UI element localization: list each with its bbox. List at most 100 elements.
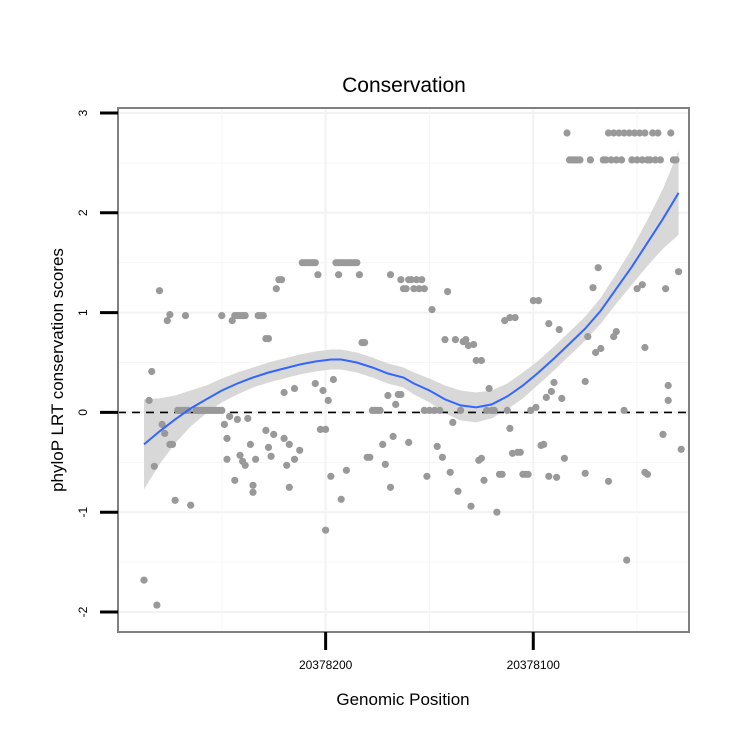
data-point	[664, 381, 672, 390]
data-point	[415, 285, 423, 293]
data-point	[503, 406, 511, 414]
data-point	[545, 320, 553, 328]
data-point	[361, 339, 369, 347]
data-point	[322, 425, 330, 433]
data-point	[438, 453, 446, 461]
x-tick-label: 20378200	[299, 658, 353, 672]
data-point	[423, 472, 431, 480]
data-point	[584, 333, 592, 341]
data-point	[158, 420, 166, 428]
smooth-line	[143, 192, 680, 446]
data-point	[218, 406, 226, 414]
data-point	[633, 285, 641, 293]
data-point	[444, 288, 452, 296]
data-point	[241, 461, 249, 469]
data-point	[319, 386, 327, 395]
data-point	[355, 271, 363, 279]
data-point	[420, 285, 428, 293]
data-point	[376, 406, 384, 414]
data-point	[272, 285, 280, 293]
data-point	[311, 259, 319, 267]
data-points	[140, 129, 685, 609]
data-point	[457, 406, 465, 414]
data-point	[612, 328, 620, 336]
x-tick-label: 20378100	[507, 658, 561, 672]
data-point	[615, 129, 623, 137]
data-point	[511, 314, 519, 322]
y-tick-label: 2	[76, 209, 90, 216]
data-point	[150, 462, 158, 470]
data-point	[467, 502, 475, 510]
data-point	[553, 473, 561, 481]
data-point	[462, 336, 470, 344]
data-point	[592, 348, 600, 357]
data-point	[620, 406, 628, 414]
data-point	[285, 483, 293, 491]
data-point	[490, 406, 498, 414]
data-point	[586, 156, 595, 164]
data-point	[283, 461, 291, 469]
data-point	[454, 487, 462, 495]
data-point	[594, 264, 602, 272]
data-point	[405, 438, 413, 446]
data-point	[628, 156, 636, 164]
data-point	[607, 156, 615, 164]
data-point	[402, 285, 410, 293]
data-point	[412, 276, 421, 284]
data-point	[483, 406, 491, 414]
data-point	[620, 129, 628, 137]
data-point	[397, 390, 405, 399]
data-point	[342, 466, 350, 474]
data-point	[249, 481, 257, 489]
data-point	[181, 312, 190, 320]
data-point	[161, 429, 169, 437]
y-tick-label: -1	[76, 507, 90, 518]
data-point	[563, 129, 571, 137]
data-point	[381, 460, 389, 468]
data-point	[168, 440, 177, 448]
data-point	[335, 271, 343, 279]
data-point	[506, 424, 514, 432]
data-point	[322, 526, 330, 534]
data-point	[604, 129, 613, 137]
data-point	[597, 344, 605, 353]
data-point	[316, 425, 324, 433]
data-point	[446, 468, 454, 476]
data-point	[226, 412, 234, 420]
data-point	[675, 268, 683, 276]
data-point	[638, 156, 646, 164]
data-point	[290, 384, 299, 393]
data-point	[560, 454, 569, 462]
data-point	[656, 156, 665, 164]
data-point	[244, 414, 252, 422]
data-point	[231, 476, 239, 484]
data-point	[649, 129, 657, 137]
data-point	[532, 403, 540, 411]
data-point	[501, 317, 509, 325]
data-point	[329, 375, 337, 384]
data-point	[166, 311, 174, 319]
data-point	[545, 472, 553, 480]
data-point	[386, 271, 395, 279]
data-point	[236, 451, 244, 459]
data-point	[280, 388, 288, 397]
y-tick-label: -2	[76, 606, 90, 617]
data-point	[576, 156, 584, 164]
data-point	[672, 156, 680, 164]
data-point	[524, 470, 532, 478]
data-point	[441, 336, 449, 344]
y-tick-label: 1	[76, 309, 90, 316]
data-point	[163, 317, 171, 325]
data-point	[589, 284, 597, 292]
data-point	[433, 442, 441, 450]
data-point	[527, 406, 535, 414]
data-point	[659, 430, 667, 438]
data-point	[148, 367, 156, 376]
data-point	[264, 443, 273, 451]
data-point	[290, 455, 299, 463]
data-point	[392, 400, 400, 408]
data-point	[379, 440, 387, 448]
data-point	[314, 271, 322, 279]
data-point	[558, 394, 566, 402]
data-point	[625, 129, 633, 137]
